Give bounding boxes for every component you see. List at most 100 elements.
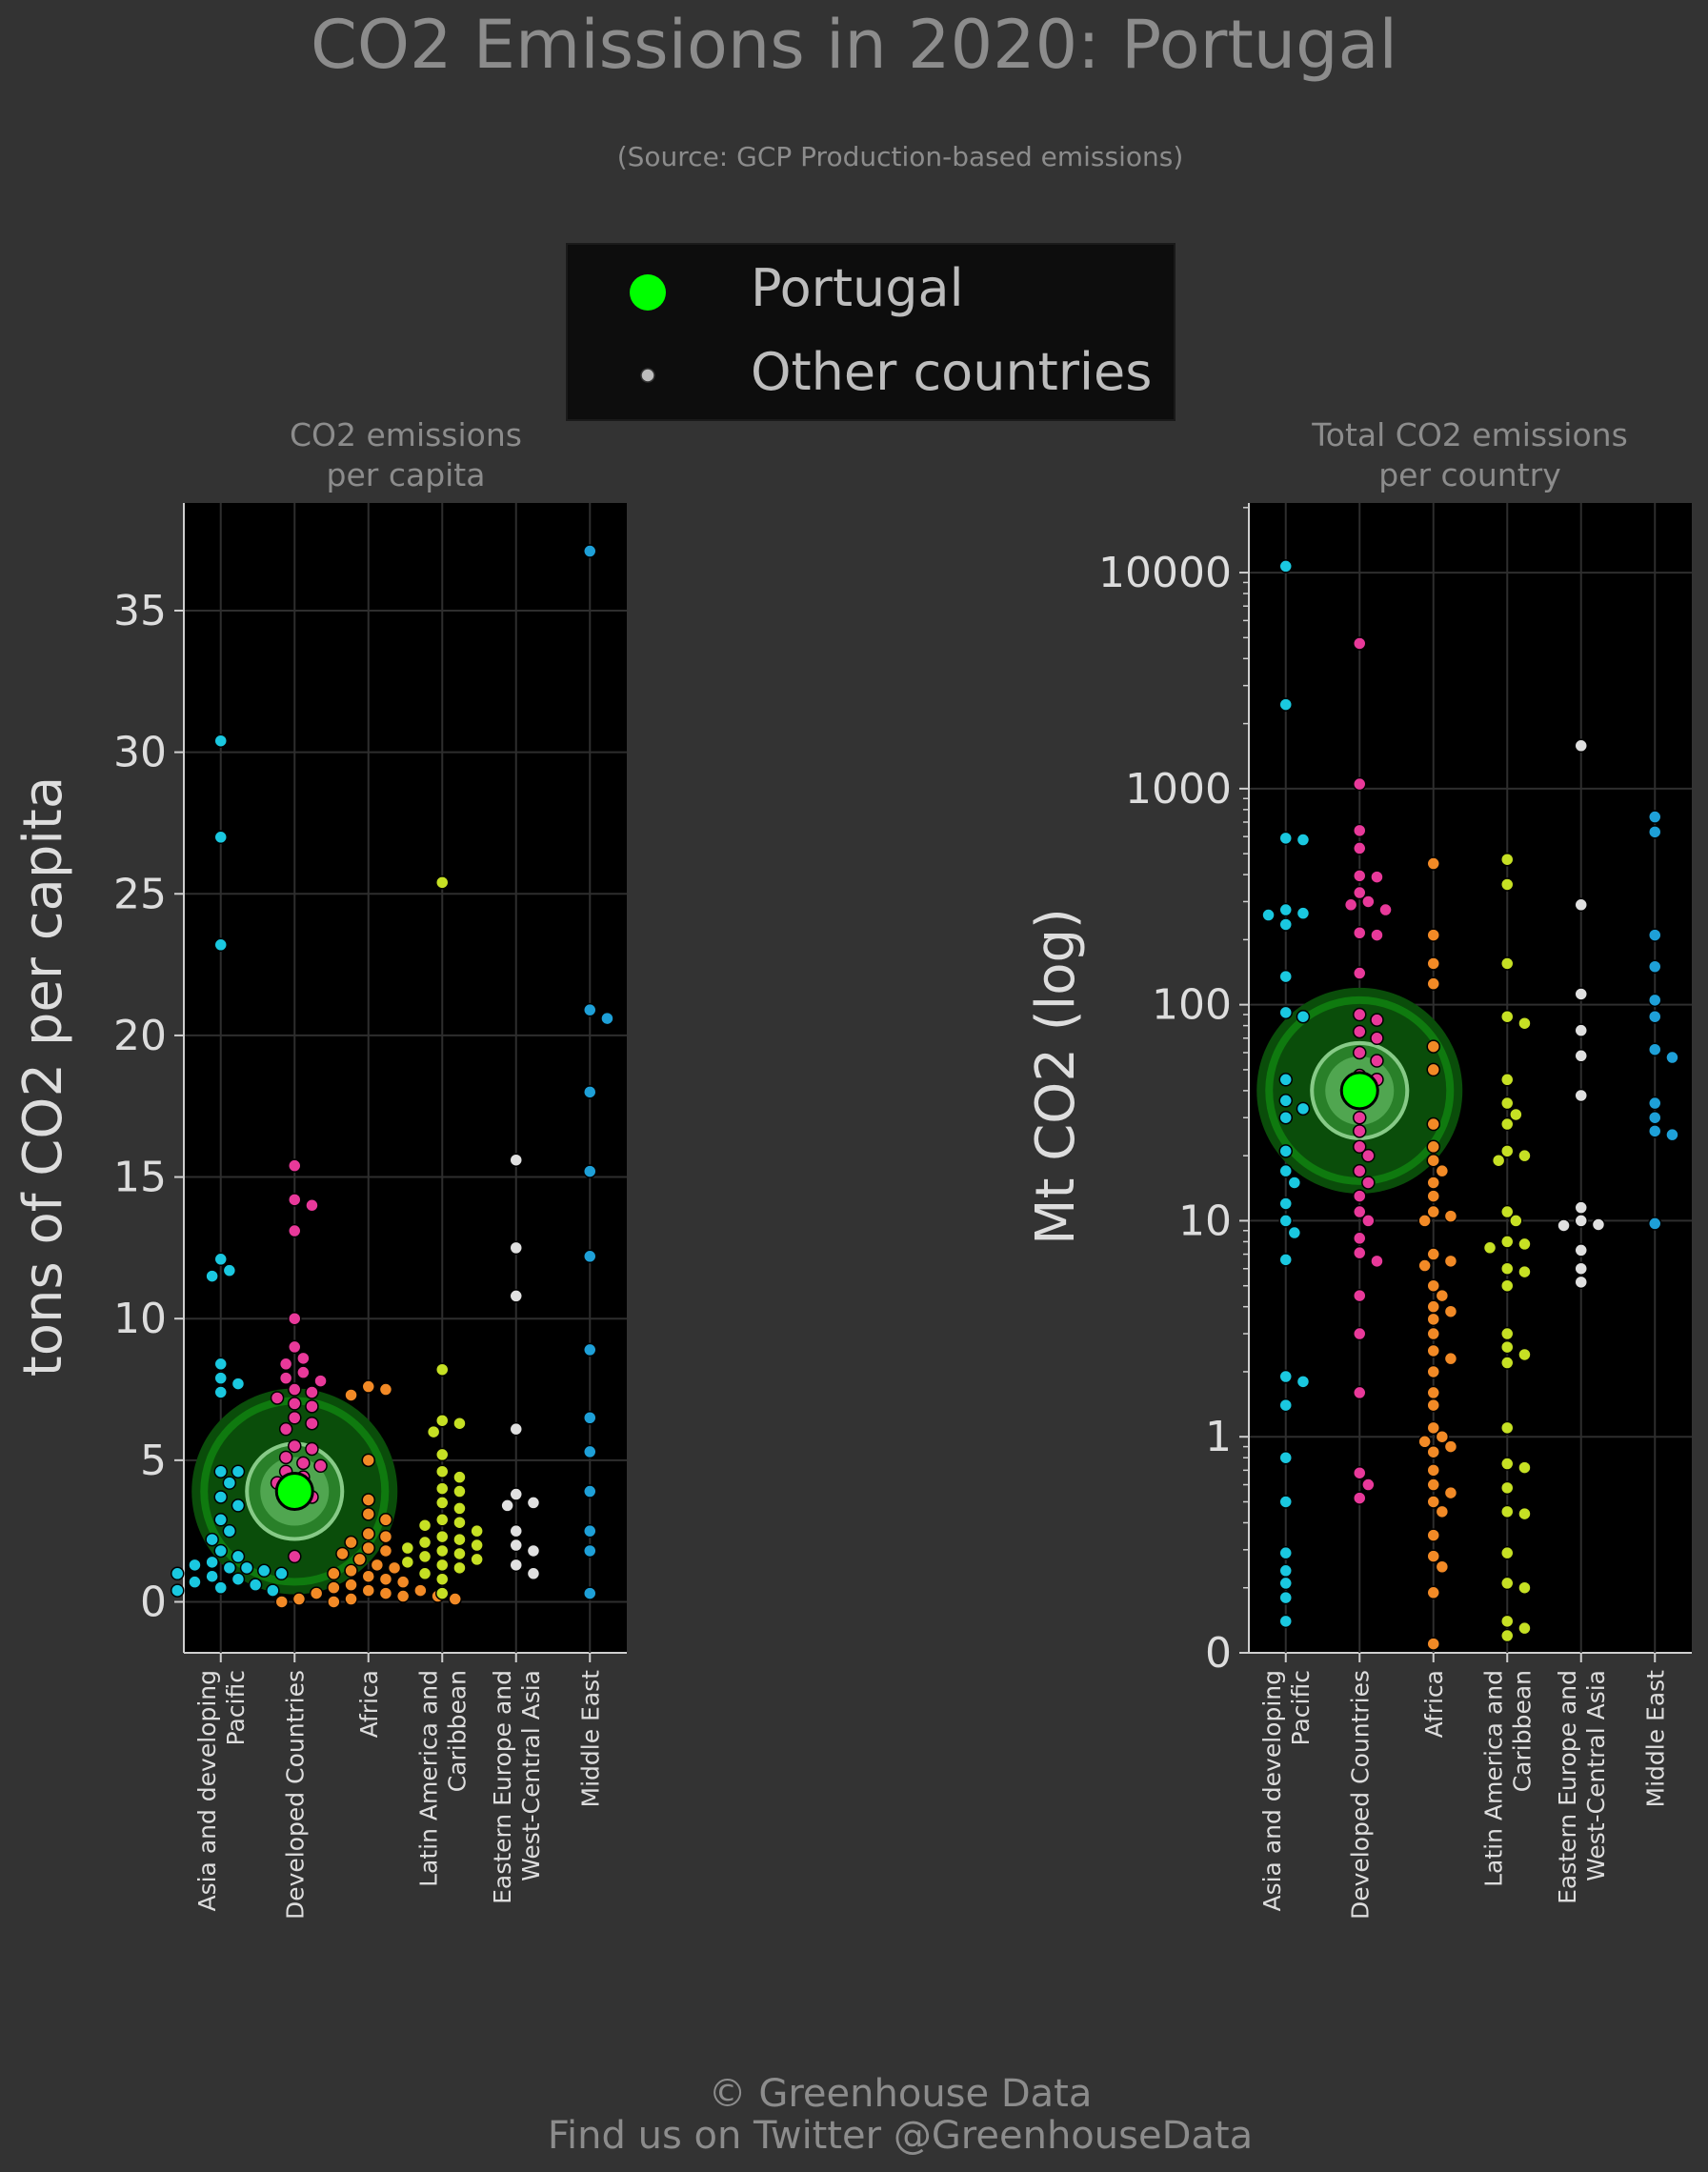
data-point-asia-and-developing-pacific	[1278, 969, 1293, 984]
data-point-developed-countries	[278, 1357, 293, 1372]
data-point-asia-and-developing-pacific	[1278, 1369, 1293, 1384]
data-point-developed-countries	[1353, 1326, 1367, 1341]
data-point-africa	[1426, 1549, 1440, 1563]
data-point-asia-and-developing-pacific	[1278, 1144, 1293, 1158]
data-point-middle-east	[1665, 1050, 1679, 1065]
data-point-developed-countries	[278, 1450, 293, 1465]
chart-title: CO2 Emissions in 2020: Portugal	[311, 6, 1397, 84]
data-point-developed-countries	[288, 1382, 302, 1397]
data-point-developed-countries	[288, 1339, 302, 1355]
data-point-developed-countries	[288, 1410, 302, 1425]
data-point-africa	[309, 1586, 324, 1600]
data-point-latin-america-and-caribbean	[1500, 1339, 1515, 1355]
data-point-asia-and-developing-pacific	[231, 1377, 246, 1391]
data-point-asia-and-developing-pacific	[1287, 1176, 1302, 1190]
y-tick-label: 10000	[1098, 549, 1232, 597]
data-point-asia-and-developing-pacific	[213, 1385, 228, 1399]
data-point-developed-countries	[1353, 1385, 1367, 1400]
data-point-developed-countries	[1361, 895, 1376, 909]
data-point-asia-and-developing-pacific	[222, 1476, 237, 1490]
panel-title-line: per country	[1378, 456, 1561, 493]
data-point-developed-countries	[1343, 897, 1358, 913]
data-point-latin-america-and-caribbean	[452, 1501, 467, 1516]
data-point-asia-and-developing-pacific	[266, 1583, 280, 1598]
data-point-eastern-europe-and-west-central-asia	[1574, 987, 1588, 1001]
data-point-latin-america-and-caribbean	[1517, 1264, 1532, 1279]
data-point-middle-east	[583, 1523, 597, 1538]
data-point-africa	[344, 1563, 358, 1579]
x-tick-label-line: Middle East	[1641, 1670, 1669, 1808]
data-point-latin-america-and-caribbean	[435, 1586, 450, 1600]
data-point-asia-and-developing-pacific	[213, 1580, 228, 1595]
data-point-asia-and-developing-pacific	[188, 1575, 202, 1589]
data-point-developed-countries	[1353, 1045, 1367, 1060]
data-point-eastern-europe-and-west-central-asia	[1574, 1049, 1588, 1063]
data-point-asia-and-developing-pacific	[213, 1357, 228, 1372]
data-point-africa	[413, 1583, 428, 1598]
x-tick-label-line: Middle East	[576, 1670, 604, 1808]
data-point-latin-america-and-caribbean	[435, 1572, 450, 1586]
panel-title-line: Total CO2 emissions	[1311, 416, 1628, 453]
data-point-africa	[395, 1589, 411, 1603]
data-point-africa	[1443, 1254, 1458, 1269]
data-point-africa	[1426, 1495, 1440, 1509]
data-point-middle-east	[1648, 993, 1662, 1008]
x-tick-label-line: Developed Countries	[1346, 1670, 1374, 1920]
data-point-developed-countries	[1370, 1013, 1384, 1027]
y-tick-label: 25	[113, 870, 167, 918]
data-point-developed-countries	[1370, 870, 1384, 884]
y-tick-label: 100	[1152, 981, 1232, 1030]
legend-other-marker	[640, 368, 655, 383]
highlight-halo-ring	[1265, 996, 1455, 1185]
data-point-developed-countries	[1353, 1007, 1367, 1022]
data-point-latin-america-and-caribbean	[1509, 1214, 1523, 1228]
data-point-latin-america-and-caribbean	[417, 1518, 432, 1533]
data-point-middle-east	[1648, 1217, 1662, 1231]
data-point-africa	[344, 1578, 358, 1592]
data-point-asia-and-developing-pacific	[239, 1560, 254, 1576]
data-point-middle-east	[583, 1444, 597, 1459]
data-point-middle-east	[583, 1002, 597, 1017]
data-point-developed-countries	[296, 1351, 311, 1366]
data-point-asia-and-developing-pacific	[231, 1464, 246, 1478]
panel-title-line: per capita	[327, 456, 486, 493]
data-point-africa	[352, 1552, 367, 1567]
y-tick-label: 10	[1178, 1197, 1232, 1245]
data-point-developed-countries	[1353, 1465, 1367, 1480]
x-tick-label-eastern-europe-and-west-central-asia: Eastern Europe andWest-Central Asia	[489, 1670, 545, 1904]
data-point-eastern-europe-and-west-central-asia	[526, 1496, 541, 1510]
data-point-africa	[1426, 1312, 1440, 1327]
y-tick-label: 1	[1205, 1413, 1232, 1461]
data-point-developed-countries	[1353, 841, 1367, 855]
data-point-asia-and-developing-pacific	[1296, 906, 1311, 920]
data-point-latin-america-and-caribbean	[435, 1496, 450, 1510]
data-point-africa	[1426, 1039, 1440, 1054]
data-point-latin-america-and-caribbean	[426, 1424, 441, 1439]
data-point-asia-and-developing-pacific	[1278, 902, 1293, 917]
data-point-africa	[344, 1388, 358, 1402]
data-point-eastern-europe-and-west-central-asia	[1574, 897, 1588, 913]
highlight-point-portugal	[274, 1472, 314, 1512]
data-point-asia-and-developing-pacific	[1287, 1225, 1302, 1240]
data-point-middle-east	[1648, 1042, 1662, 1056]
x-tick-label-line: Asia and developing	[193, 1670, 221, 1912]
data-point-asia-and-developing-pacific	[1261, 908, 1276, 922]
data-point-developed-countries	[305, 1198, 319, 1213]
data-point-asia-and-developing-pacific	[213, 1543, 228, 1559]
data-point-asia-and-developing-pacific	[1296, 1009, 1311, 1024]
data-point-africa	[378, 1529, 393, 1544]
data-point-developed-countries	[1353, 926, 1367, 940]
data-point-developed-countries	[305, 1416, 319, 1431]
data-point-africa	[335, 1546, 350, 1561]
data-point-developed-countries	[1353, 1245, 1367, 1260]
data-point-developed-countries	[288, 1397, 302, 1411]
data-point-latin-america-and-caribbean	[1500, 1420, 1515, 1436]
data-point-developed-countries	[1361, 1214, 1376, 1228]
data-point-developed-countries	[1353, 869, 1367, 883]
data-point-developed-countries	[1353, 1491, 1367, 1505]
data-point-developed-countries	[288, 1193, 302, 1207]
data-point-asia-and-developing-pacific	[222, 1523, 237, 1538]
data-point-africa	[361, 1379, 375, 1394]
data-point-africa	[1426, 1278, 1440, 1293]
data-point-asia-and-developing-pacific	[1278, 831, 1293, 846]
